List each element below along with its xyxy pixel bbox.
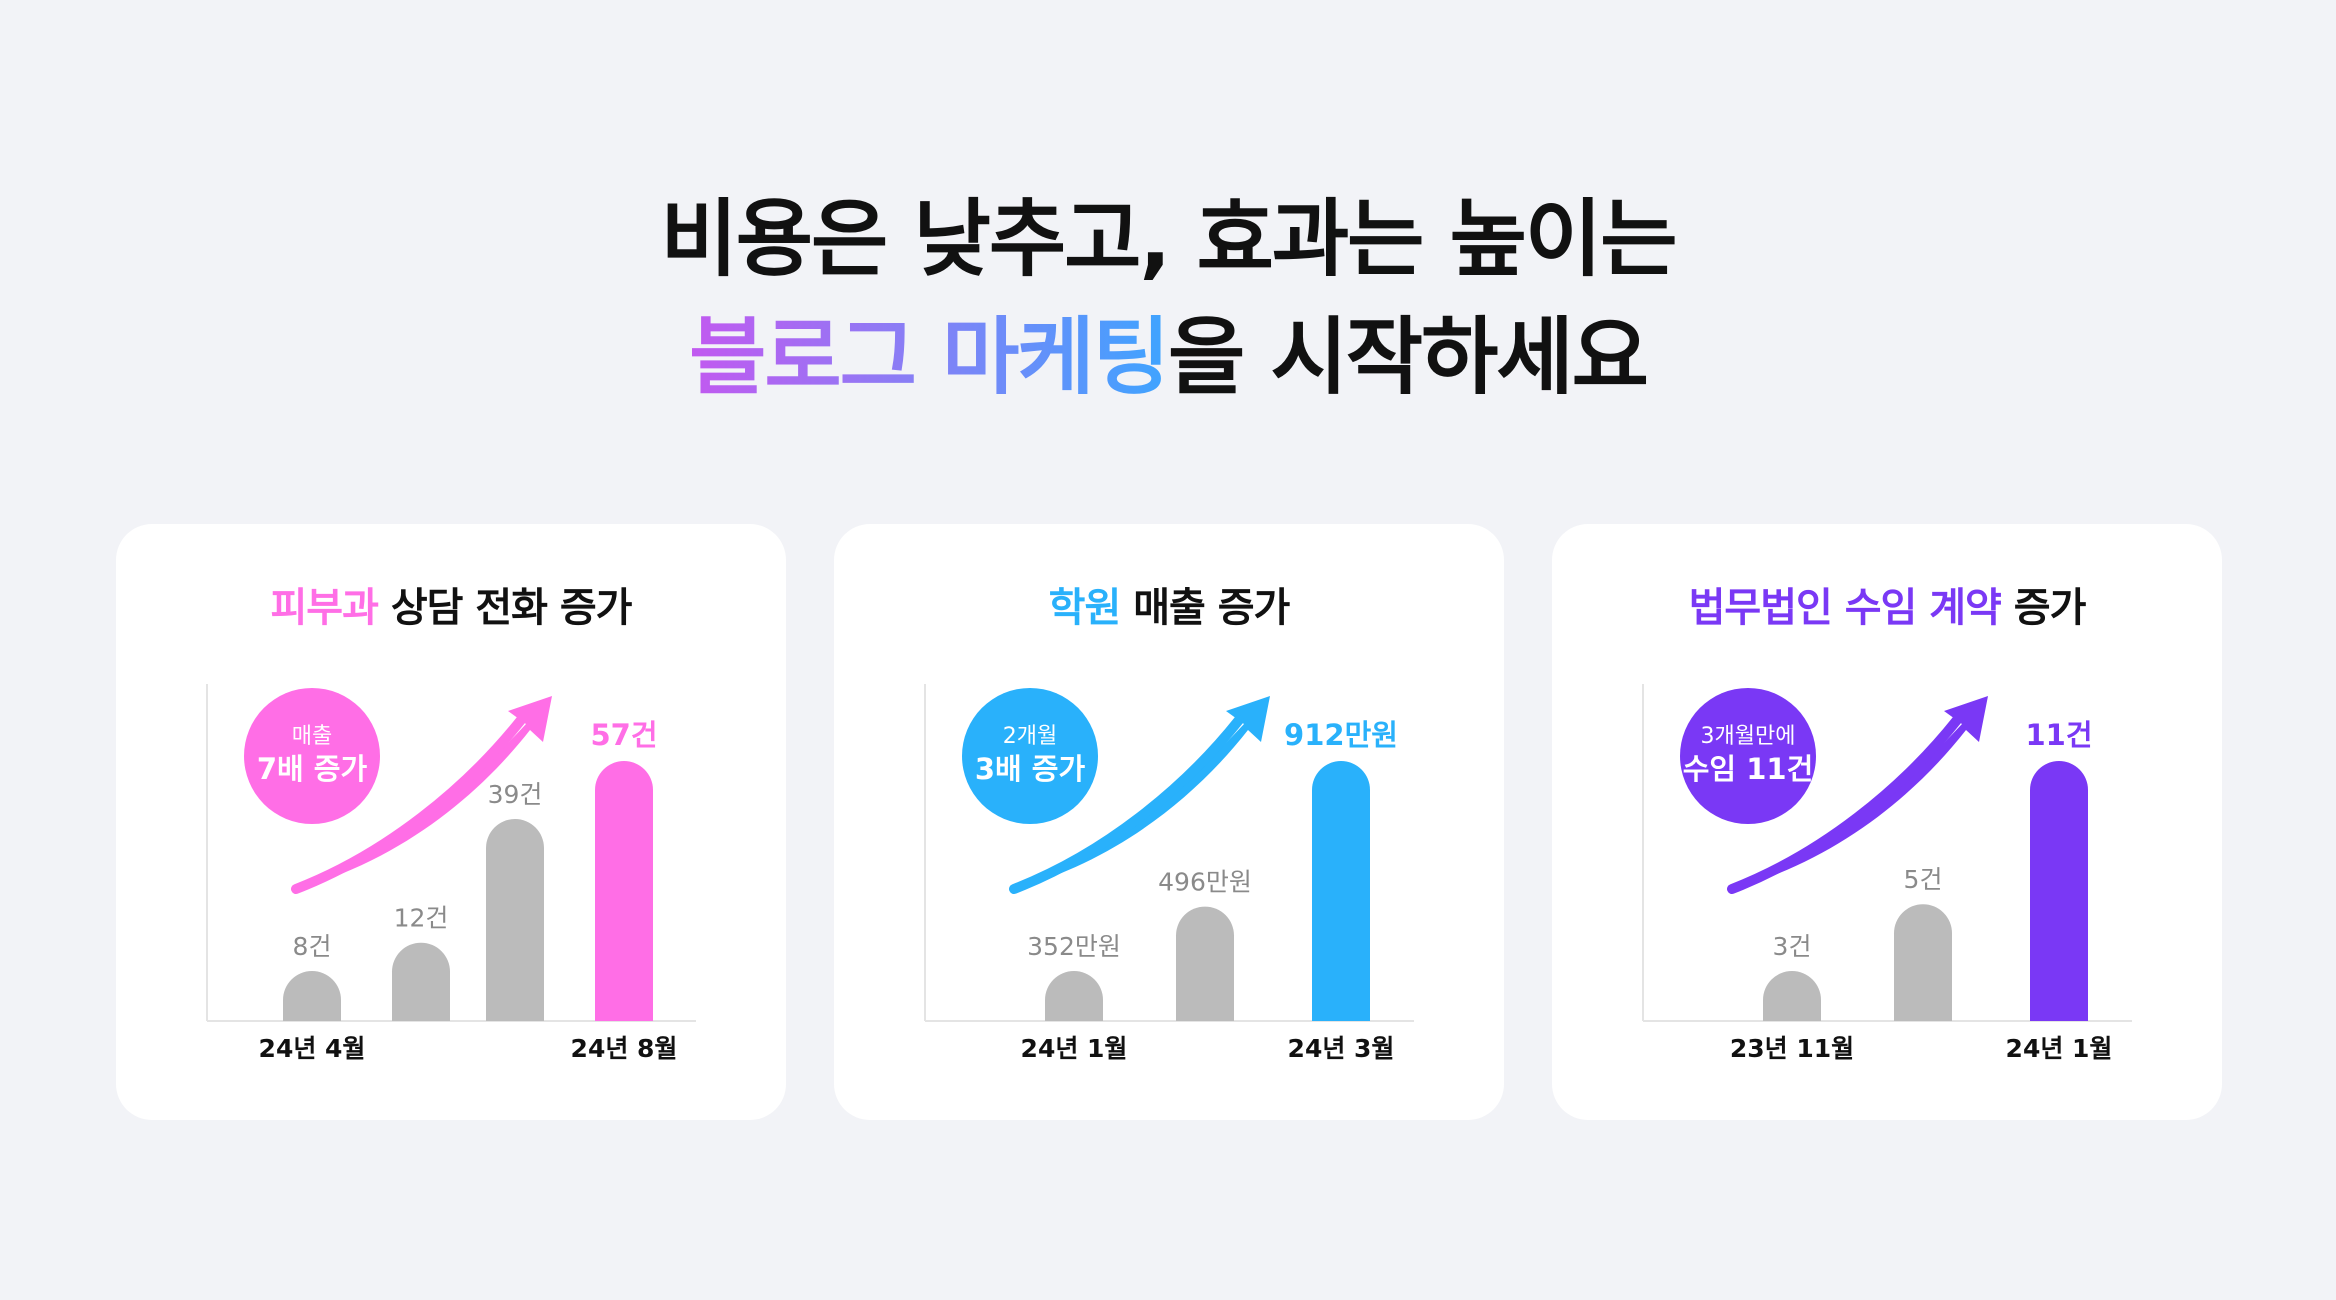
badge-line-1: 3개월만에 bbox=[1701, 724, 1796, 749]
bar-highlight bbox=[595, 761, 653, 1021]
card-title-rest: 매출 증가 bbox=[1120, 585, 1290, 631]
badge-line-2: 수임 11건 bbox=[1683, 752, 1814, 786]
bar-highlight bbox=[1312, 761, 1370, 1021]
growth-arrow-icon bbox=[1732, 696, 1988, 889]
bar-value-label: 3건 bbox=[1773, 932, 1812, 961]
x-tick-label: 24년 4월 bbox=[259, 1034, 366, 1063]
bar-value-label: 8건 bbox=[293, 932, 332, 961]
headline-line-2: 블로그 마케팅을 시작하세요 bbox=[0, 298, 2336, 416]
bar bbox=[1763, 971, 1821, 1021]
bar-chart-academy: 352만원 24년 1월 496만원 912만원 24년 3월 2개월 3배 증가 bbox=[924, 684, 1414, 1063]
x-tick-label: 24년 3월 bbox=[1288, 1034, 1395, 1063]
bar-value-label: 912만원 bbox=[1284, 718, 1398, 752]
headline: 비용은 낮추고, 효과는 높이는 블로그 마케팅을 시작하세요 bbox=[0, 180, 2336, 416]
x-tick-label: 24년 1월 bbox=[2006, 1034, 2113, 1063]
bar-value-label: 11건 bbox=[2025, 718, 2092, 752]
bar-value-label: 496만원 bbox=[1158, 868, 1252, 897]
bar bbox=[283, 971, 341, 1021]
growth-arrow-shaft bbox=[291, 715, 526, 894]
bar bbox=[486, 819, 544, 1021]
card-title-highlight: 피부과 bbox=[270, 585, 379, 631]
x-tick-label: 23년 11월 bbox=[1730, 1034, 1854, 1063]
headline-line-1: 비용은 낮추고, 효과는 높이는 bbox=[660, 190, 1677, 288]
badge-line-2: 3배 증가 bbox=[975, 752, 1086, 786]
bar-highlight bbox=[2030, 761, 2088, 1021]
growth-arrow-shaft bbox=[1727, 715, 1962, 894]
card-title: 피부과 상담 전화 증가 bbox=[116, 580, 786, 636]
growth-arrow-shaft bbox=[1009, 715, 1244, 894]
card-title-highlight: 학원 bbox=[1048, 585, 1122, 631]
bar bbox=[1894, 904, 1952, 1021]
card-academy: 학원 매출 증가 352만원 24년 1월 496만원 912만원 24년 3월 2개월 3… bbox=[834, 524, 1504, 1120]
bar-value-label: 352만원 bbox=[1027, 932, 1121, 961]
badge-line-1: 매출 bbox=[292, 724, 332, 749]
bar-chart-dermatology: 8건 24년 4월 12건 39건 57건 24년 8월 매출 7배 증가 bbox=[206, 684, 696, 1063]
badge-line-2: 7배 증가 bbox=[257, 752, 368, 786]
card-title-rest: 상담 전화 증가 bbox=[377, 585, 633, 631]
card-dermatology: 피부과 상담 전화 증가 8건 24년 4월 12건 39건 57건 24년 8월 매출 7배… bbox=[116, 524, 786, 1120]
card-title: 법무법인 수임 계약 증가 bbox=[1552, 580, 2222, 636]
bar bbox=[1045, 971, 1103, 1021]
bar-value-label: 5건 bbox=[1904, 865, 1943, 894]
headline-rest: 을 시작하세요 bbox=[1168, 308, 1649, 406]
growth-arrow-icon bbox=[296, 696, 552, 889]
x-tick-label: 24년 8월 bbox=[571, 1034, 678, 1063]
bar bbox=[392, 942, 450, 1021]
growth-badge bbox=[1680, 688, 1816, 824]
card-title: 학원 매출 증가 bbox=[834, 580, 1504, 636]
growth-arrow-icon bbox=[1014, 696, 1270, 889]
card-title-highlight: 법무법인 수임 계약 bbox=[1688, 585, 2002, 631]
headline-highlight: 블로그 마케팅 bbox=[689, 308, 1170, 406]
bar bbox=[1176, 906, 1234, 1021]
card-title-rest: 증가 bbox=[2000, 585, 2087, 631]
x-tick-label: 24년 1월 bbox=[1021, 1034, 1128, 1063]
bar-value-label: 39건 bbox=[488, 780, 543, 809]
growth-badge bbox=[962, 688, 1098, 824]
growth-badge bbox=[244, 688, 380, 824]
bar-value-label: 57건 bbox=[590, 718, 657, 752]
bar-value-label: 12건 bbox=[394, 904, 449, 933]
badge-line-1: 2개월 bbox=[1003, 724, 1057, 749]
